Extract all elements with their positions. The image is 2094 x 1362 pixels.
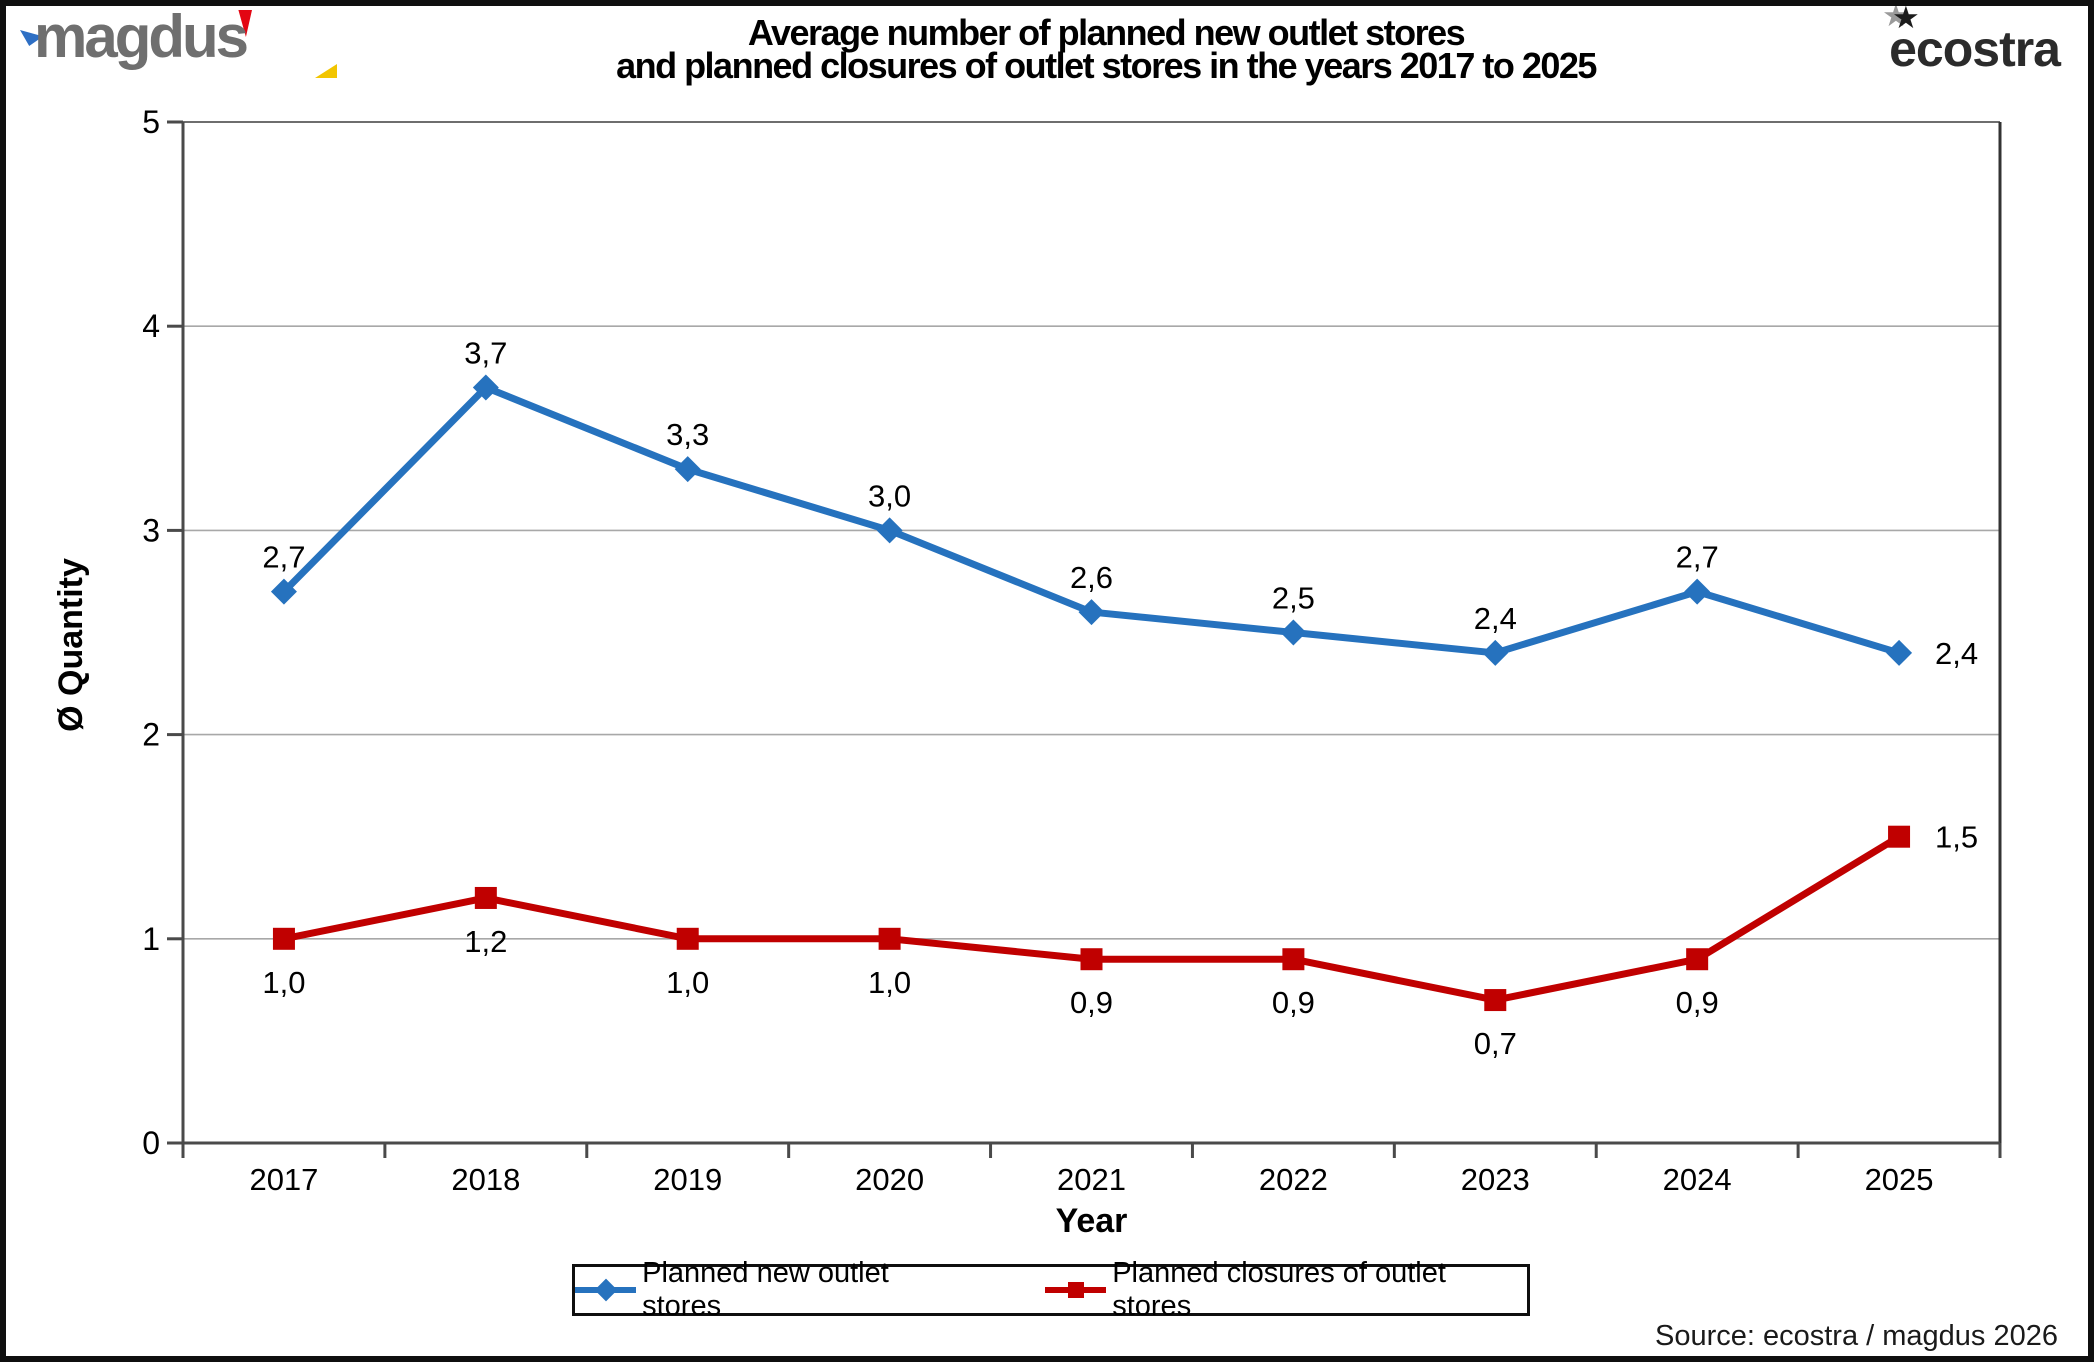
data-point-label: 2,7 [262,540,305,575]
data-point-marker [472,374,499,401]
legend-diamond-icon [594,1278,618,1302]
magdus-logo-text: magdus [34,3,249,70]
x-tick-label: 2020 [855,1162,924,1197]
data-point-marker [1078,599,1105,626]
data-point-marker [270,578,297,605]
data-point-label: 1,5 [1935,820,1978,855]
data-point-marker [272,927,295,950]
chart-title-line2: and planned closures of outlet stores in… [616,45,1597,86]
data-point-label: 3,3 [666,417,709,452]
x-tick-label: 2017 [249,1162,318,1197]
legend-square-icon [1068,1282,1085,1298]
x-tick-label: 2018 [451,1162,520,1197]
y-tick-label: 2 [142,717,160,753]
legend-label-new-stores: Planned new outlet stores [642,1257,889,1322]
data-point-marker [1280,619,1307,646]
data-point-label: 1,2 [464,924,507,959]
data-point-label: 2,7 [1676,540,1719,575]
data-point-marker [1684,578,1711,605]
data-point-marker [1686,948,1709,971]
data-point-marker [474,886,497,909]
y-tick-label: 0 [142,1125,160,1161]
data-point-marker [1888,825,1911,848]
x-tick-label: 2022 [1259,1162,1328,1197]
data-point-label: 0,9 [1676,985,1719,1020]
legend-item-planned-new-stores: Planned new outlet stores [575,1257,971,1323]
legend-item-planned-closures: Planned closures of outlet stores [1045,1257,1527,1323]
legend-label-closures: Planned closures of outlet stores [1112,1257,1446,1322]
series-line-1 [280,833,1903,1004]
chart-title: Average number of planned new outlet sto… [156,12,2056,86]
data-point-label: 2,5 [1272,581,1315,616]
data-point-marker [1886,639,1913,666]
data-point-label: 3,7 [464,335,507,370]
data-point-label: 0,9 [1070,985,1113,1020]
source-note: Source: ecostra / magdus 2026 [1654,1320,2058,1352]
legend-marker-new-stores-icon [575,1278,637,1302]
data-point-label: 2,6 [1070,560,1113,595]
data-point-label: 2,4 [1935,636,1978,671]
y-tick-label: 4 [142,308,160,344]
data-point-label: 0,9 [1272,985,1315,1020]
data-point-label: 1,0 [262,965,305,1000]
legend-marker-closures-icon [1045,1279,1107,1301]
data-point-label: 2,4 [1474,601,1517,636]
data-point-marker [1080,948,1103,971]
x-tick-label: 2023 [1461,1162,1530,1197]
ecostra-logo-text: ecostra [1889,21,2061,77]
data-point-marker [676,927,699,950]
data-point-marker [876,517,903,544]
data-point-marker [1482,639,1509,666]
x-tick-label: 2024 [1663,1162,1732,1197]
ecostra-logo: ★ ★ ecostra [1830,0,2061,94]
data-point-marker [1282,948,1305,971]
data-point-label: 1,0 [666,965,709,1000]
y-tick-label: 3 [142,512,160,548]
y-axis-title: Ø Quantity [52,558,90,732]
chart-legend: Planned new outlet stores Planned closur… [572,1257,1530,1322]
chart-title-line1: Average number of planned new outlet sto… [747,12,1466,53]
x-tick-label: 2021 [1057,1162,1126,1197]
y-tick-label: 1 [142,921,160,957]
data-point-label: 1,0 [868,965,911,1000]
data-point-marker [674,456,701,483]
data-point-marker [878,927,901,950]
y-tick-label: 5 [142,104,160,140]
x-axis-title: Year [1056,1202,1128,1240]
x-tick-label: 2019 [653,1162,722,1197]
data-point-label: 0,7 [1474,1026,1517,1061]
magdus-logo: magdus [20,2,360,92]
data-point-label: 3,0 [868,478,911,513]
data-point-marker [1484,989,1507,1012]
x-tick-label: 2025 [1865,1162,1934,1197]
